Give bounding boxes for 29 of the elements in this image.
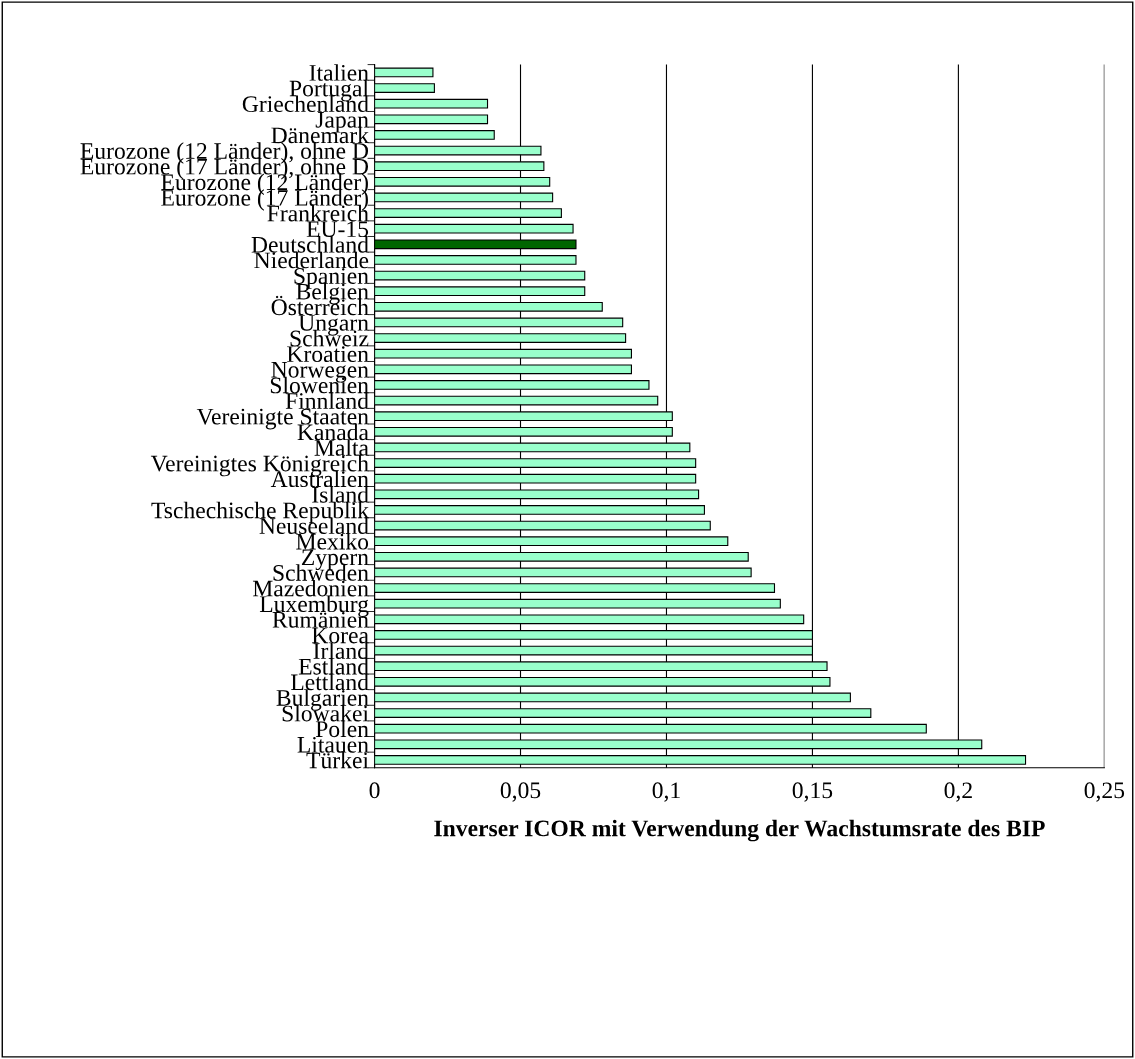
y-tick-label: Irland: [313, 642, 369, 659]
y-tick-label: Korea: [311, 627, 369, 644]
bar: [374, 130, 495, 140]
y-tick-label: Italien: [309, 64, 369, 81]
y-tick-label: Kroatien: [287, 346, 369, 363]
y-tick-label: Litauen: [297, 736, 369, 753]
y-tick-label: Estland: [298, 658, 369, 675]
bar: [374, 98, 489, 109]
y-tick-label: Finnland: [285, 392, 369, 409]
bar: [374, 83, 435, 93]
bar: [374, 67, 434, 78]
y-tick-label: Türkei: [306, 751, 369, 769]
y-tick-label: Mexiko: [296, 533, 369, 550]
y-tick-label: Deutschland: [251, 236, 369, 253]
x-tick-label: 0,2: [944, 782, 972, 802]
bar: [374, 114, 489, 125]
x-tick-label: 0,1: [652, 782, 680, 802]
y-tick-label: Malta: [314, 439, 369, 456]
y-tick-label: Polen: [315, 720, 369, 738]
y-tick-label: Island: [312, 486, 369, 503]
x-tick-label: 0: [369, 782, 380, 799]
y-tick-label: EU-15: [306, 221, 369, 238]
y-tick-label: Niederlande: [254, 251, 369, 269]
x-tick-label: 0,25: [1084, 782, 1125, 802]
x-tick-label: 0,15: [792, 782, 833, 802]
y-tick-label: Mazedonien: [252, 579, 369, 597]
y-tick-label: Lettland: [291, 673, 369, 691]
x-tick-label: 0,05: [500, 782, 541, 802]
x-axis-title: Inverser ICOR mit Verwendung der Wachstumsrate des BIP: [434, 819, 1045, 842]
